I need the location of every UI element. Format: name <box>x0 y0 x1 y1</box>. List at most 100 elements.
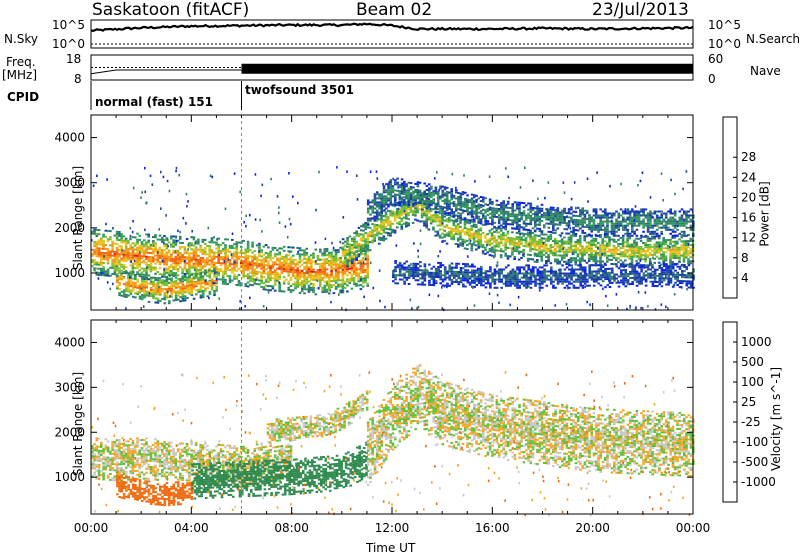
power-cell <box>383 197 386 199</box>
power-cell <box>127 254 130 256</box>
power-cell <box>428 284 431 286</box>
power-cell <box>229 277 232 279</box>
power-cell <box>408 273 411 275</box>
power-cell <box>296 282 299 284</box>
power-cell <box>550 244 553 246</box>
power-cell <box>505 213 508 215</box>
power-cell <box>93 259 96 261</box>
power-cell <box>184 299 187 301</box>
power-cell <box>513 250 516 252</box>
power-cell <box>281 268 284 270</box>
power-cell <box>360 272 363 274</box>
power-cell <box>624 221 627 223</box>
power-cell <box>105 244 108 246</box>
power-cell <box>448 233 451 235</box>
power-cell <box>362 271 365 273</box>
power-cell <box>687 260 690 262</box>
power-cell <box>441 210 444 212</box>
power-cell <box>269 251 272 253</box>
power-cell <box>541 233 544 235</box>
power-cell <box>175 260 178 262</box>
power-cell <box>629 233 632 235</box>
power-cell <box>188 288 191 290</box>
power-cell <box>385 218 388 220</box>
power-cell <box>504 253 507 255</box>
power-cell <box>276 272 279 274</box>
power-cell <box>451 273 454 275</box>
power-cell <box>631 258 634 260</box>
power-cell <box>665 259 668 261</box>
power-cell <box>190 252 193 254</box>
power-cell <box>412 275 415 277</box>
power-cell <box>276 268 279 270</box>
power-cell <box>534 243 537 245</box>
power-cell <box>631 244 634 246</box>
power-cell <box>615 223 618 225</box>
power-cell <box>500 218 503 220</box>
power-cell <box>622 217 625 219</box>
power-cell <box>511 207 514 209</box>
power-cell <box>204 265 207 267</box>
power-cell <box>299 257 302 259</box>
power-cell <box>132 248 135 250</box>
power-cell <box>378 206 381 208</box>
power-cell <box>455 265 458 267</box>
power-cell <box>405 185 408 187</box>
power-cell <box>665 221 668 223</box>
power-cell <box>206 257 209 259</box>
power-cell <box>190 248 193 250</box>
power-cell <box>324 254 327 256</box>
power-cell <box>147 258 150 260</box>
power-cell <box>168 288 171 290</box>
power-cell <box>421 284 424 286</box>
power-cell <box>622 261 625 263</box>
power-cell <box>656 252 659 254</box>
power-cell <box>547 258 550 260</box>
power-cell <box>665 227 668 229</box>
power-cell <box>518 210 521 212</box>
power-cell <box>121 279 124 281</box>
power-cell <box>620 223 623 225</box>
power-cell <box>364 240 367 242</box>
power-cell <box>344 283 347 285</box>
power-cell <box>475 249 478 251</box>
power-cell <box>387 191 390 193</box>
power-cell <box>287 275 290 277</box>
power-cell <box>118 255 121 257</box>
power-cell <box>387 199 390 201</box>
power-cell <box>556 240 559 242</box>
power-cell <box>226 261 229 263</box>
power-cell <box>543 214 546 216</box>
power-cell <box>671 257 674 259</box>
power-cell <box>660 247 663 249</box>
power-cell <box>430 200 433 202</box>
power-cell <box>353 242 356 244</box>
power-cell <box>306 264 309 266</box>
power-cell <box>552 209 555 211</box>
power-cell <box>548 213 551 215</box>
power-cell <box>260 276 263 278</box>
power-cell <box>100 238 103 240</box>
power-cell <box>362 282 365 284</box>
power-cell <box>459 226 462 228</box>
power-cell <box>360 268 363 270</box>
power-cell <box>545 260 548 262</box>
power-cell <box>426 189 429 191</box>
power-cell <box>401 208 404 210</box>
power-cell <box>159 235 162 237</box>
power-cell <box>484 197 487 199</box>
power-cell <box>285 264 288 266</box>
power-cell <box>335 280 338 282</box>
power-cell <box>543 226 546 228</box>
power-cell <box>401 268 404 270</box>
power-cell <box>408 204 411 206</box>
power-cell <box>202 239 205 241</box>
power-cell <box>439 274 442 276</box>
power-cell <box>480 240 483 242</box>
power-cell <box>584 214 587 216</box>
power-cell <box>105 270 108 272</box>
power-cell <box>193 288 196 290</box>
power-cell <box>627 223 630 225</box>
power-cell <box>200 284 203 286</box>
power-cell <box>222 271 225 273</box>
